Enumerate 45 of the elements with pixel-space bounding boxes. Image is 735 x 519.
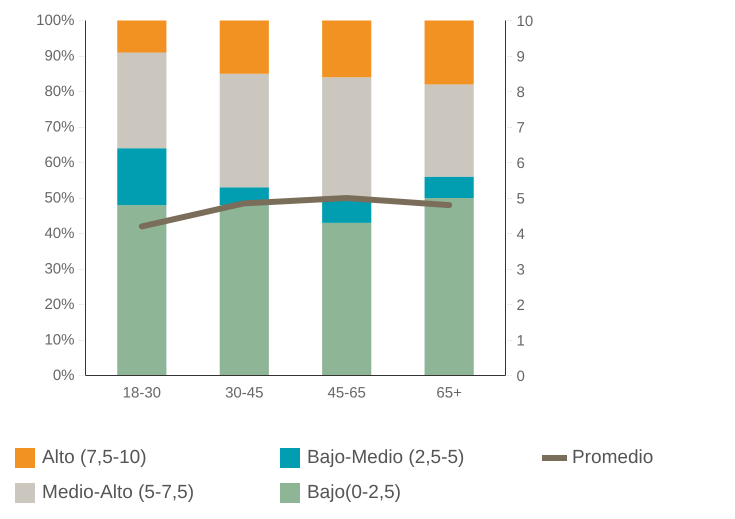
bar	[424, 20, 474, 84]
legend-label: Bajo(0-2,5)	[307, 482, 402, 504]
y2-tick-label: 7	[516, 120, 525, 136]
y2-tick-label: 6	[516, 155, 525, 172]
y2-tick-label: 3	[516, 262, 525, 278]
y-tick-label: 90%	[44, 48, 75, 64]
x-tick-label: 65+	[436, 384, 462, 402]
y-tick-label: 50%	[44, 190, 75, 206]
bar	[424, 84, 474, 177]
y-tick-label: 30%	[44, 260, 75, 278]
y2-tick-label: 0	[516, 368, 525, 385]
y2-tick-label: 9	[516, 48, 525, 66]
bar	[117, 20, 166, 52]
bar	[117, 148, 166, 206]
x-tick-label: 18-30	[122, 384, 162, 402]
y-tick-label: 70%	[44, 118, 75, 136]
y-tick-label: 100%	[36, 12, 75, 29]
y-tick-label: 40%	[44, 225, 75, 242]
bar	[322, 222, 372, 376]
legend-label: Medio-Alto (5-7,5)	[42, 482, 196, 504]
y-tick-label: 10%	[44, 332, 75, 348]
legend-label: Bajo-Medio (2,5-5)	[307, 446, 466, 468]
y2-tick-label: 5	[516, 190, 525, 208]
x-tick-label: 30-45	[225, 384, 264, 402]
bar	[322, 77, 372, 198]
bar	[117, 205, 166, 376]
y2-tick-label: 1	[516, 332, 525, 350]
bar	[220, 74, 269, 188]
y2-tick-label: 4	[516, 226, 525, 243]
bar	[424, 176, 474, 198]
y2-tick-label: 10	[516, 13, 534, 30]
bar	[322, 20, 372, 78]
y2-tick-label: 2	[516, 297, 525, 314]
legend-label: Promedio	[572, 446, 654, 468]
bar	[117, 52, 166, 148]
legend-label: Alto (7,5-10)	[42, 446, 148, 468]
y-tick-label: 60%	[44, 154, 75, 171]
y2-tick-label: 8	[516, 84, 525, 101]
bar	[220, 205, 269, 376]
y-tick-label: 0%	[52, 367, 75, 384]
y-tick-label: 20%	[44, 296, 75, 313]
y-tick-label: 80%	[44, 83, 75, 100]
bar	[424, 198, 474, 376]
bar	[220, 20, 269, 74]
x-tick-label: 45-65	[328, 384, 366, 402]
